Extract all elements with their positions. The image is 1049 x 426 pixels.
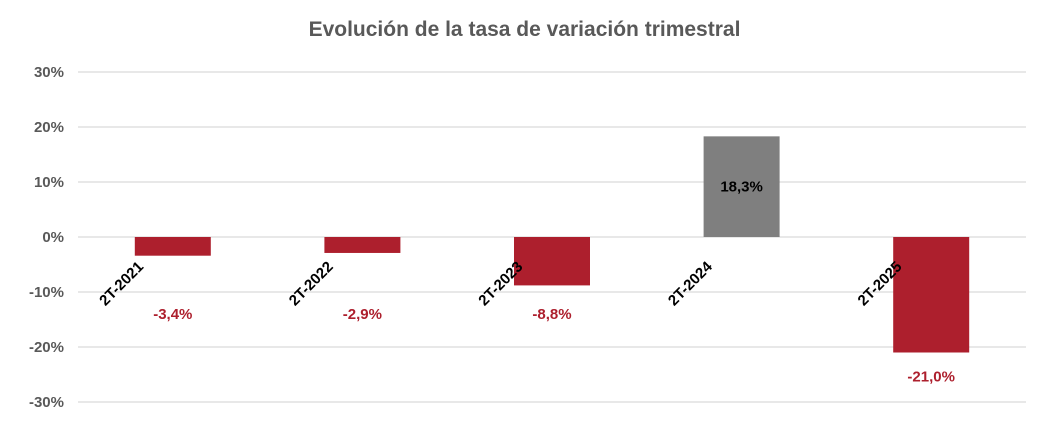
y-tick-label: -30%: [29, 394, 64, 411]
bar-2T-2025: [893, 237, 970, 353]
category-label: 2T-2022: [286, 258, 337, 309]
data-label: -8,8%: [532, 306, 571, 323]
bar-2T-2021: [134, 237, 211, 256]
y-tick-label: -10%: [29, 284, 64, 301]
data-labels: -3,4% -2,9% -8,8% 18,3% -21,0%: [153, 179, 955, 386]
category-label: 2T-2024: [665, 258, 716, 309]
chart-title: Evolución de la tasa de variación trimes…: [308, 18, 741, 41]
bars: [134, 136, 970, 353]
y-tick-label: 0%: [42, 229, 64, 246]
data-label: -2,9%: [343, 306, 382, 323]
y-tick-label: -20%: [29, 339, 64, 356]
y-axis-ticks: 30% 20% 10% 0% -10% -20% -30%: [29, 64, 64, 411]
data-label: 18,3%: [720, 179, 763, 196]
category-labels: 2T-2021 2T-2022 2T-2023 2T-2024 2T-2025: [96, 258, 905, 309]
bar-2T-2024: [703, 136, 780, 237]
bar-2T-2022: [324, 237, 401, 253]
y-tick-label: 10%: [34, 174, 64, 191]
data-label: -21,0%: [907, 369, 955, 386]
y-tick-label: 20%: [34, 119, 64, 136]
y-tick-label: 30%: [34, 64, 64, 81]
bar-2T-2023: [514, 237, 590, 286]
data-label: -3,4%: [153, 306, 192, 323]
category-label: 2T-2021: [96, 258, 147, 309]
